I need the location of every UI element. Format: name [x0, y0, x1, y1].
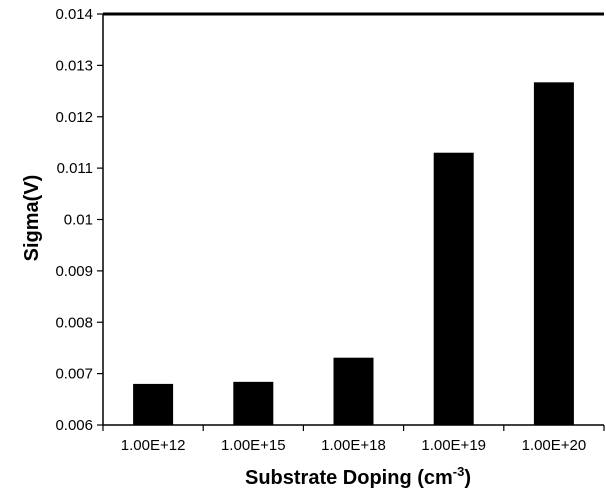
x-tick-label: 1.00E+18	[321, 437, 386, 454]
y-axis-ticks: 0.006 0.007 0.008 0.009 0.01 0.011 0.012 0.013 0…	[55, 6, 103, 434]
x-tick-label: 1.00E+15	[221, 437, 286, 454]
x-tick-label: 1.00E+20	[522, 437, 587, 454]
y-tick-label: 0.014	[55, 6, 93, 23]
y-tick-label: 0.008	[55, 314, 93, 331]
x-tick-label: 1.00E+19	[421, 437, 486, 454]
y-tick-label: 0.01	[64, 212, 93, 229]
y-tick-label: 0.013	[55, 57, 93, 74]
x-tick-label: 1.00E+12	[121, 437, 186, 454]
bar-1.00E+19	[433, 152, 474, 425]
x-axis-title-superscript: -3	[453, 464, 465, 479]
y-tick-label: 0.006	[55, 417, 93, 434]
bar-1.00E+20	[533, 82, 574, 426]
x-axis-tick-labels: 1.00E+12 1.00E+15 1.00E+18 1.00E+19 1.00E+20	[121, 437, 586, 454]
bar-1.00E+12	[133, 383, 174, 425]
x-axis-title-main: Substrate Doping (cm	[245, 467, 453, 489]
bar-series	[133, 82, 574, 426]
bar-1.00E+18	[333, 357, 374, 425]
y-tick-label: 0.012	[55, 109, 93, 126]
y-tick-label: 0.011	[57, 160, 93, 177]
x-axis-ticks	[102, 425, 605, 431]
bar-1.00E+15	[233, 381, 274, 425]
x-axis-title-suffix: )	[464, 467, 471, 489]
y-tick-label: 0.007	[55, 366, 93, 383]
y-tick-label: 0.009	[55, 263, 93, 280]
x-axis-title: Substrate Doping (cm-3)	[245, 464, 471, 489]
y-axis-title: Sigma(V)	[21, 175, 43, 262]
